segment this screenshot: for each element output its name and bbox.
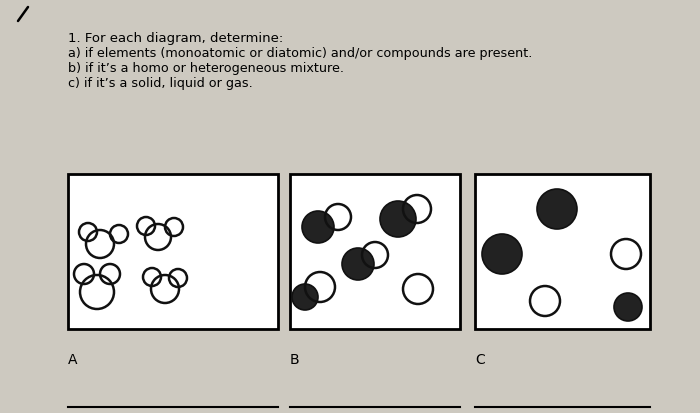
- Text: A: A: [68, 352, 78, 366]
- Circle shape: [342, 248, 374, 280]
- Text: B: B: [290, 352, 300, 366]
- Bar: [475, 175, 650, 329]
- Bar: [68, 175, 278, 329]
- Bar: [290, 175, 460, 329]
- Circle shape: [302, 211, 334, 243]
- Text: a) if elements (monoatomic or diatomic) and/or compounds are present.: a) if elements (monoatomic or diatomic) …: [68, 47, 533, 60]
- Text: C: C: [475, 352, 484, 366]
- Text: b) if it’s a homo or heterogeneous mixture.: b) if it’s a homo or heterogeneous mixtu…: [68, 62, 344, 75]
- Circle shape: [380, 202, 416, 237]
- Circle shape: [537, 190, 577, 230]
- Circle shape: [614, 293, 642, 321]
- Circle shape: [482, 235, 522, 274]
- Circle shape: [292, 284, 318, 310]
- Text: 1. For each diagram, determine:: 1. For each diagram, determine:: [68, 32, 284, 45]
- Text: c) if it’s a solid, liquid or gas.: c) if it’s a solid, liquid or gas.: [68, 77, 253, 90]
